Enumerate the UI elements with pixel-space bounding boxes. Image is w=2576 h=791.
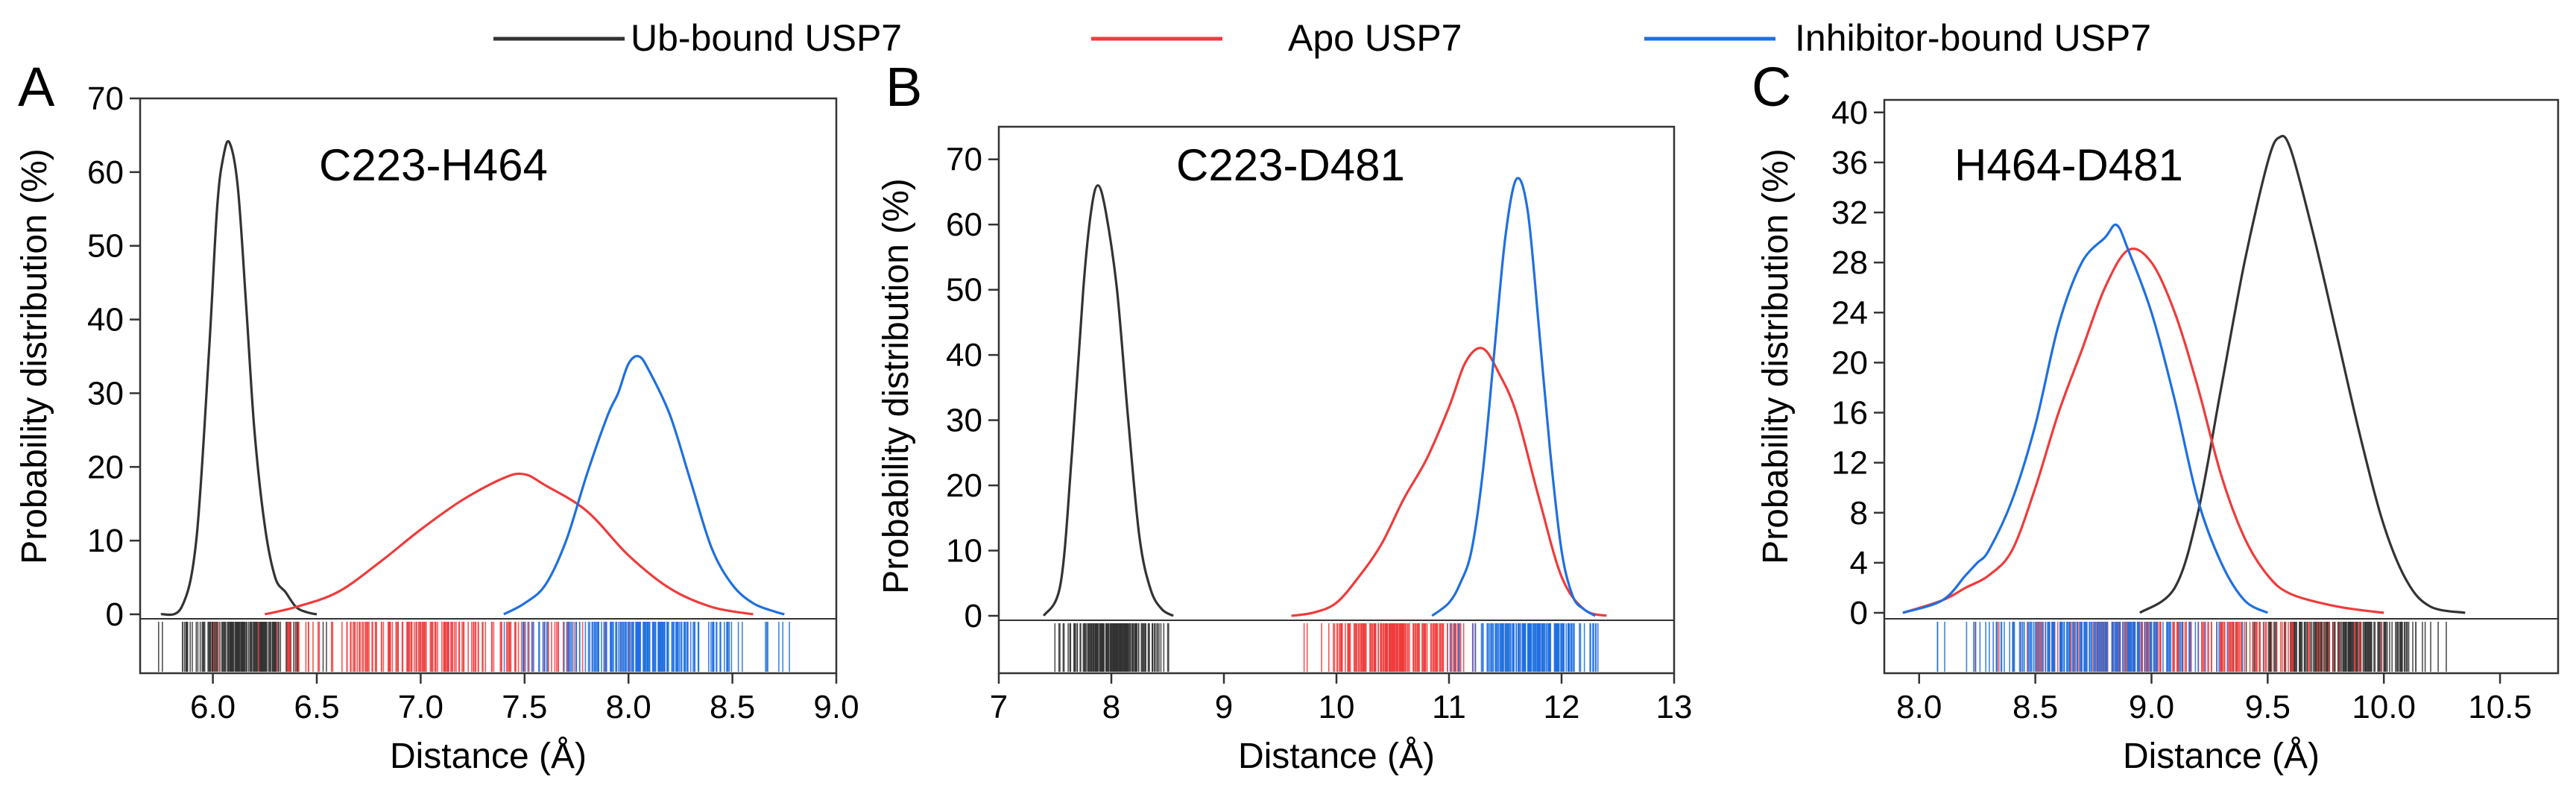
- x-tick-label: 7.5: [502, 689, 547, 725]
- x-tick-label: 6.5: [294, 689, 339, 725]
- series-ub-bound-usp7: [2138, 134, 2466, 614]
- panel-letter: B: [886, 56, 922, 118]
- series-inhibitor-bound-usp7: [503, 355, 785, 616]
- x-tick-label: 10.5: [2468, 689, 2532, 725]
- chart-panel-b: B C223-D481 0 10 20 30 40 50 60 70 7 8 9 10 11 12 13 Dist…: [877, 56, 1692, 776]
- x-tick-label: 6.0: [190, 689, 236, 725]
- y-tick-label: 70: [946, 142, 982, 178]
- x-tick-label: 7: [990, 689, 1008, 725]
- x-tick-label: 8.0: [1896, 689, 1942, 725]
- y-tick-label: 32: [1831, 195, 1868, 231]
- legend-label: Inhibitor-bound USP7: [1795, 17, 2151, 59]
- x-tick-label: 8.5: [2012, 689, 2058, 725]
- y-tick-label: 20: [1831, 344, 1868, 381]
- plot-frame: [1883, 98, 2560, 675]
- legend-label: Apo USP7: [1288, 17, 1462, 59]
- rug-plot: [1936, 622, 2447, 672]
- rug-plot: [157, 622, 790, 672]
- x-tick-label: 8.0: [606, 689, 651, 725]
- y-tick-label: 20: [946, 467, 982, 504]
- plot-frame: [997, 125, 1676, 675]
- chart-panel-a: A C223-H464 0 10 20 30 40 50 60 70 6.0 6.5 7.0 7.5 8.0…: [15, 56, 859, 776]
- y-tick-label: 12: [1831, 445, 1868, 482]
- x-axis-label: Distance (Å): [1238, 737, 1435, 776]
- y-axis-label: Probability distribution (%): [1756, 148, 1796, 564]
- x-tick-label: 9.5: [2245, 689, 2291, 725]
- x-tick-label: 10: [1319, 689, 1355, 725]
- chart-panel-c: C H464-D481 0 4 8 12 16 20 24 28 32 36 40 8.0 8.5 9.0 9.…: [1752, 56, 2560, 776]
- legend: Ub-bound USP7 Apo USP7 Inhibitor-bound USP…: [493, 17, 2151, 59]
- series-inhibitor-bound-usp7: [1902, 223, 2269, 614]
- x-tick-label: 11: [1432, 689, 1466, 725]
- series-ub-bound-usp7: [1042, 184, 1174, 617]
- series-inhibitor-bound-usp7: [1431, 177, 1597, 617]
- y-tick-label: 8: [1850, 495, 1868, 532]
- x-tick-label: 8: [1102, 689, 1120, 725]
- legend-label: Ub-bound USP7: [631, 17, 902, 59]
- series-apo-usp7: [1902, 248, 2384, 614]
- x-axis-label: Distance (Å): [2123, 737, 2320, 776]
- rug-plot: [1054, 623, 1599, 672]
- y-tick-label: 28: [1831, 245, 1868, 281]
- x-tick-label: 12: [1544, 689, 1580, 725]
- x-tick-label: 9: [1215, 689, 1233, 725]
- y-tick-label: 24: [1831, 294, 1868, 331]
- panel-letter: C: [1752, 56, 1791, 118]
- y-tick-label: 20: [87, 449, 124, 485]
- y-tick-label: 30: [87, 375, 124, 412]
- y-tick-label: 16: [1831, 395, 1868, 432]
- x-tick-label: 8.5: [710, 689, 755, 725]
- y-tick-label: 4: [1850, 545, 1868, 582]
- y-tick-label: 36: [1831, 145, 1868, 181]
- x-tick-label: 10.0: [2352, 689, 2416, 725]
- series-apo-usp7: [1291, 347, 1607, 617]
- y-tick-label: 0: [106, 596, 124, 633]
- y-tick-label: 40: [946, 337, 982, 374]
- y-tick-label: 50: [946, 272, 982, 309]
- distance-title: H464-D481: [1954, 140, 2183, 190]
- y-tick-label: 70: [87, 81, 124, 117]
- x-tick-label: 13: [1656, 689, 1693, 725]
- y-tick-label: 40: [87, 302, 124, 338]
- y-axis-label: Probability distribution (%): [15, 148, 54, 564]
- plot-frame: [139, 97, 838, 675]
- y-tick-label: 0: [965, 598, 982, 634]
- series-apo-usp7: [264, 472, 754, 616]
- y-tick-label: 60: [87, 154, 124, 191]
- y-tick-label: 60: [946, 207, 982, 243]
- x-tick-label: 7.0: [398, 689, 443, 725]
- y-tick-label: 0: [1850, 595, 1868, 631]
- x-tick-label: 9.0: [2129, 689, 2174, 725]
- distance-title: C223-D481: [1176, 140, 1405, 190]
- y-tick-label: 40: [1831, 95, 1868, 131]
- y-tick-label: 10: [946, 533, 982, 570]
- x-tick-label: 9.0: [813, 689, 859, 725]
- distance-title: C223-H464: [319, 140, 548, 190]
- series-ub-bound-usp7: [160, 139, 318, 617]
- x-axis-label: Distance (Å): [390, 737, 587, 776]
- y-tick-label: 50: [87, 228, 124, 265]
- y-tick-label: 10: [87, 523, 124, 559]
- panel-letter: A: [18, 56, 55, 118]
- y-axis-label: Probability distribution (%): [877, 178, 916, 594]
- y-tick-label: 30: [946, 403, 982, 439]
